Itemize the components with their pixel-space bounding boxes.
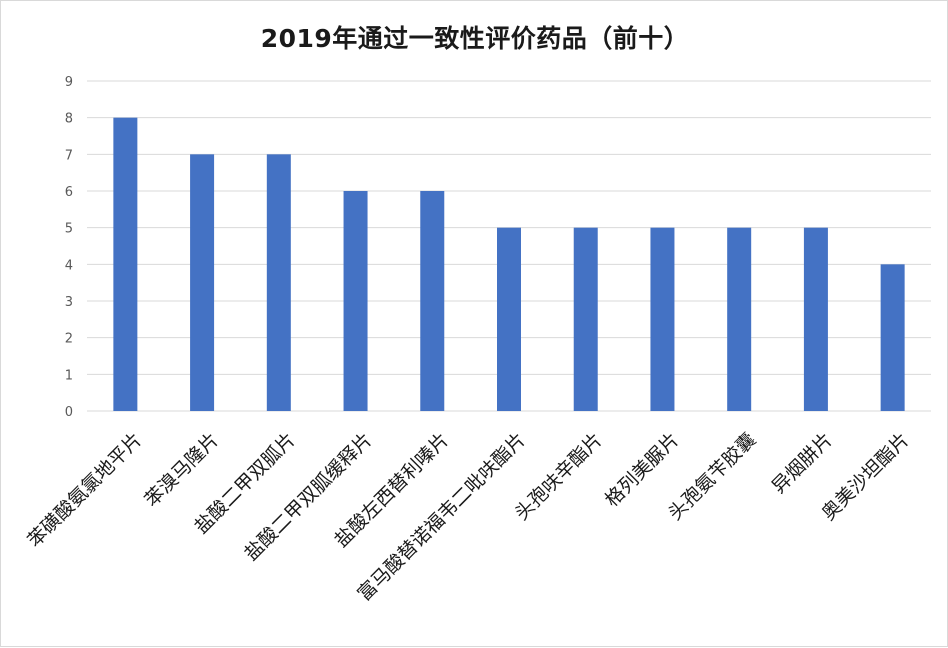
- y-tick-label: 7: [65, 148, 73, 163]
- y-tick-label: 6: [65, 185, 73, 200]
- bar: [803, 227, 828, 411]
- y-tick-label: 8: [65, 112, 73, 127]
- bars: [113, 117, 905, 412]
- x-category-label: 苯磺酸氨氯地平片: [23, 429, 146, 552]
- bar: [497, 227, 521, 411]
- y-tick-label: 4: [65, 258, 73, 273]
- bar: [573, 227, 598, 411]
- x-category-label: 异烟肼片: [768, 429, 837, 498]
- y-tick-label: 2: [65, 332, 73, 347]
- x-category-label: 格列美脲片: [601, 429, 684, 512]
- bar: [113, 117, 138, 412]
- bar: [880, 264, 905, 411]
- y-tick-label: 1: [65, 368, 73, 383]
- bar: [266, 154, 291, 412]
- bar: [727, 227, 752, 411]
- bar: [650, 227, 675, 411]
- x-axis-labels: 苯磺酸氨氯地平片苯溴马隆片盐酸二甲双胍片盐酸二甲双胍缓释片盐酸左西替利嗪片富马酸…: [23, 429, 913, 606]
- y-tick-label: 5: [65, 222, 73, 237]
- y-tick-label: 9: [65, 75, 73, 90]
- y-tick-label: 0: [65, 405, 73, 420]
- x-category-label: 盐酸二甲双胍缓释片: [240, 429, 376, 565]
- x-category-label: 苯溴马隆片: [140, 429, 223, 512]
- bar: [190, 154, 215, 412]
- bar: [343, 191, 368, 411]
- y-tick-label: 3: [65, 295, 73, 310]
- chart-title: 2019年通过一致性评价药品（前十）: [260, 24, 690, 53]
- bar: [420, 191, 445, 411]
- y-axis-ticks: 0 1 2 3 4 5 6 7 8 9: [65, 75, 73, 420]
